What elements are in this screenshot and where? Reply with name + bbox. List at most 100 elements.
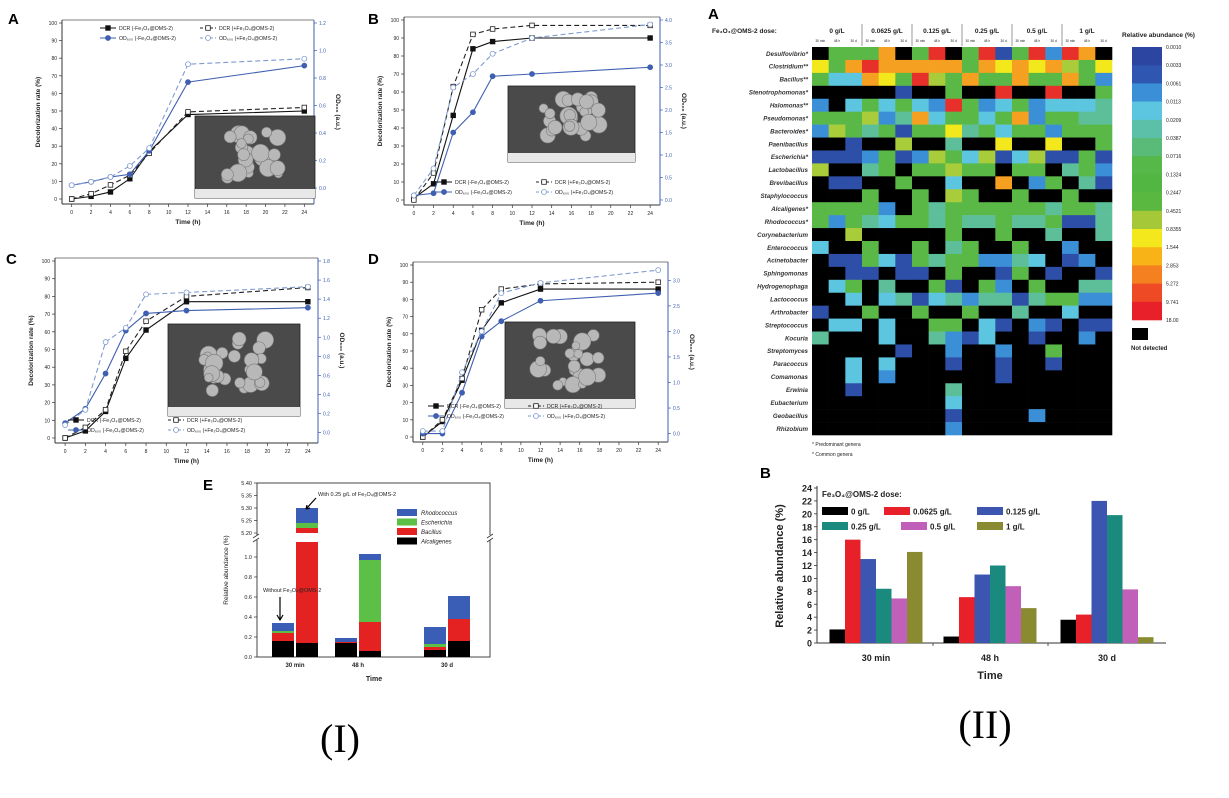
- heatmap-cell: [928, 189, 946, 203]
- colorbar-band: [1132, 119, 1162, 139]
- heatmap-cell: [995, 47, 1013, 61]
- axis-break: [253, 535, 494, 540]
- heatmap-cell: [1062, 409, 1079, 423]
- legend-swatch: [397, 518, 417, 526]
- heatmap-cell: [812, 344, 829, 358]
- heatmap-cell: [828, 318, 846, 332]
- data-point: [430, 165, 437, 172]
- legend-label: OD₆₀₀ (+Fe₃O₄@OMS-2): [547, 414, 605, 420]
- y2-tick-label: 0.6: [323, 373, 330, 379]
- heatmap-cell: [828, 383, 846, 397]
- heatmap-cell: [945, 396, 963, 410]
- colorbar-band: [1132, 301, 1162, 321]
- colorbar-tick-label: 0.4521: [1166, 209, 1182, 215]
- heatmap-cell: [912, 383, 929, 397]
- y-tick-label: 5.40: [241, 481, 252, 487]
- y-tick-label: 80: [44, 294, 50, 300]
- heatmap-cell: [962, 318, 979, 332]
- dose-group-header: 0.125 g/L: [923, 28, 951, 35]
- colorbar-tick-label: 5.272: [1166, 282, 1179, 288]
- heatmap-row: Enterococcus: [767, 241, 1113, 255]
- x-tick-label: 24: [302, 210, 308, 216]
- heatmap-cell: [962, 253, 979, 268]
- axis-break-mark: [252, 533, 494, 543]
- heatmap-cell: [845, 344, 863, 358]
- dose-group-header: 0.5 g/L: [1027, 28, 1048, 35]
- y2-axis-label: OD₆₀₀ (a.u.): [680, 93, 687, 129]
- heatmap-cell: [1028, 383, 1046, 397]
- heatmap-cell: [1062, 150, 1079, 164]
- cell-particle: [591, 102, 606, 118]
- heatmap-cell: [945, 47, 963, 61]
- heatmap-cell: [912, 344, 929, 358]
- sem-micrograph-inset: [504, 321, 636, 409]
- heatmap-cell: [1095, 253, 1113, 268]
- legend-label: DCR (+Fe₃O₄@OMS-2): [555, 180, 610, 186]
- heatmap-cell: [1095, 215, 1113, 229]
- heatmap-cell: [962, 176, 979, 190]
- heatmap-cell: [928, 228, 946, 242]
- heatmap-cell: [862, 124, 879, 138]
- data-point: [533, 413, 539, 419]
- heatmap-cell: [845, 111, 863, 125]
- heatmap-cell: [978, 124, 996, 138]
- heatmap-cell: [812, 176, 829, 190]
- heatmap-cell: [828, 228, 846, 242]
- time-subheader: 48 h: [1034, 39, 1040, 43]
- y-tick-label: 30: [393, 144, 399, 150]
- heatmap-cell: [962, 215, 979, 229]
- heatmap-cell: [1062, 422, 1079, 436]
- heatmap-cell: [812, 72, 829, 87]
- colorbar-tick-label: 0.1324: [1166, 172, 1182, 178]
- legend-label: DCR (-Fe₃O₄@OMS-2): [87, 418, 141, 424]
- y-tick-label: 0: [807, 639, 812, 649]
- heatmap-row: Staphylococcus: [761, 189, 1113, 203]
- bar: [974, 574, 990, 643]
- x-tick-label: 24: [655, 448, 661, 454]
- sem-micrograph-inset: [194, 115, 316, 199]
- heatmap-cell: [995, 150, 1013, 164]
- dose-group-header: 0 g/L: [829, 28, 844, 35]
- heatmap-cell: [1078, 163, 1096, 177]
- time-subheader: 48 h: [834, 39, 840, 43]
- heatmap-row: Paenibacillus: [768, 137, 1113, 151]
- heatmap-cell: [878, 396, 896, 410]
- data-point: [301, 104, 308, 111]
- heatmap-cell: [978, 202, 996, 216]
- y2-tick-label: 4.0: [665, 18, 672, 24]
- heatmap-cell: [1095, 396, 1113, 410]
- heatmap-cell: [928, 318, 946, 332]
- heatmap-cell: [1062, 318, 1079, 332]
- y-tick-label: 90: [393, 36, 399, 42]
- heatmap-cell: [862, 344, 879, 358]
- bar: [907, 551, 923, 643]
- y-tick-label: 40: [402, 366, 408, 372]
- heatmap-cell: [928, 266, 946, 281]
- y-tick-label: 100: [42, 259, 51, 265]
- y2-tick-label: 0.5: [673, 406, 680, 412]
- heatmap-cell: [862, 318, 879, 332]
- x-tick-label: 22: [628, 211, 634, 217]
- y-tick-label: 40: [51, 127, 57, 133]
- panel-label: D: [368, 251, 379, 268]
- heatmap-cell: [1078, 305, 1096, 319]
- y2-tick-label: 0.5: [665, 176, 672, 182]
- heatmap-cell: [1045, 279, 1063, 294]
- legend-label: 0 g/L: [851, 508, 870, 517]
- heatmap-cell: [878, 215, 896, 229]
- cell-particle: [592, 351, 605, 364]
- heatmap-cell: [845, 396, 863, 410]
- heatmap-cell: [812, 137, 829, 151]
- genus-label: Streptococcus: [765, 322, 809, 329]
- y-tick-label: 24: [802, 484, 812, 494]
- heatmap-cell: [845, 279, 863, 294]
- heatmap-cell: [1095, 72, 1113, 87]
- heatmap-cell: [1012, 215, 1029, 229]
- heatmap-cell: [1028, 357, 1046, 371]
- y-tick-label: 18: [802, 522, 812, 532]
- bar: [1138, 637, 1154, 643]
- colorbar-title: Relative abundance (%): [1122, 32, 1195, 39]
- heatmap-cell: [862, 383, 879, 397]
- heatmap-cell: [828, 396, 846, 410]
- heatmap-row: Corynebacterium: [757, 228, 1113, 242]
